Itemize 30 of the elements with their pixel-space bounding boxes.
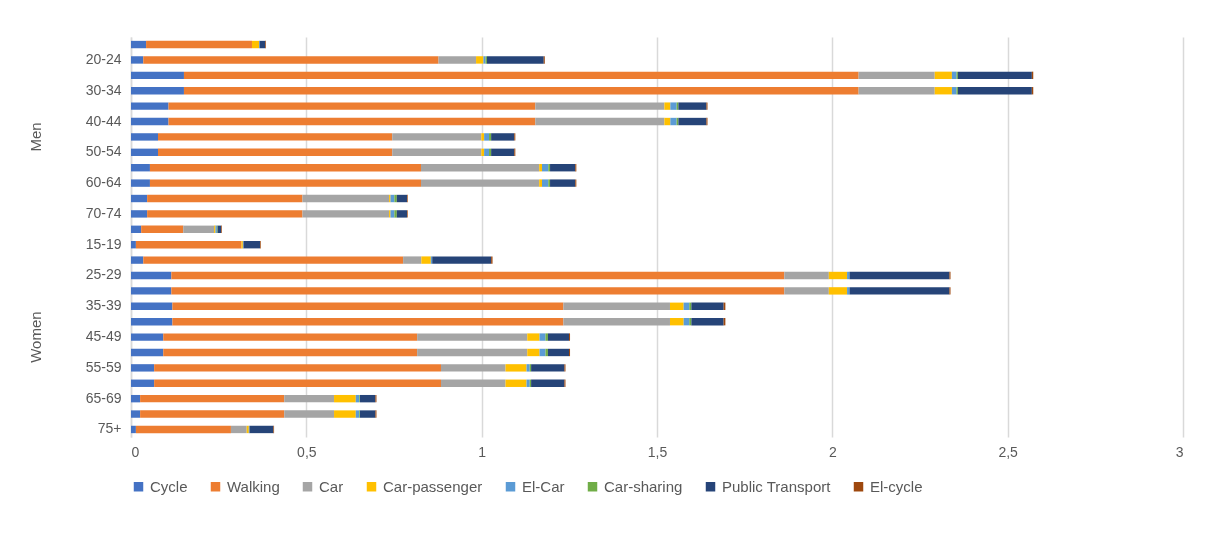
y-tick-label: 65-69 <box>85 389 122 406</box>
y-tick-label: 20-24 <box>85 50 122 67</box>
text: Men <box>27 122 44 152</box>
y-tick-label: 25-29 <box>85 266 122 283</box>
legend-label: Walking <box>227 477 280 495</box>
y-tick-label: 35-39 <box>85 297 122 314</box>
y-tick-label: 60-64 <box>85 174 122 191</box>
y-tick-label: 40-44 <box>85 112 122 129</box>
x-tick-label: 1,5 <box>647 443 668 460</box>
y-tick-label: 55-59 <box>85 358 122 375</box>
x-tick-label: 0 <box>131 443 140 460</box>
x-tick-label: 1 <box>478 443 487 460</box>
x-tick-label: 2,5 <box>998 443 1019 460</box>
x-tick-label: 3 <box>1175 443 1184 460</box>
legend-label: Cycle <box>150 477 188 495</box>
y-tick-label: 50-54 <box>85 143 122 160</box>
y-tick-label: 75+ <box>97 420 122 437</box>
legend-label: Car <box>319 477 344 495</box>
x-tick-label: 2 <box>828 443 837 460</box>
y-tick-label: 15-19 <box>85 235 122 252</box>
legend-label: El-cycle <box>870 477 923 495</box>
legend-label: El-Car <box>522 477 565 495</box>
text: Women <box>27 311 44 363</box>
y-tick-label: 45-49 <box>85 328 122 345</box>
legend-label: Car-passenger <box>383 477 483 495</box>
x-tick-label: 0,5 <box>297 443 317 460</box>
y-tick-label: 30-34 <box>85 81 122 98</box>
y-tick-label: 70-74 <box>85 204 122 221</box>
legend-label: Public Transport <box>722 477 832 495</box>
legend-label: Car-sharing <box>604 477 683 495</box>
